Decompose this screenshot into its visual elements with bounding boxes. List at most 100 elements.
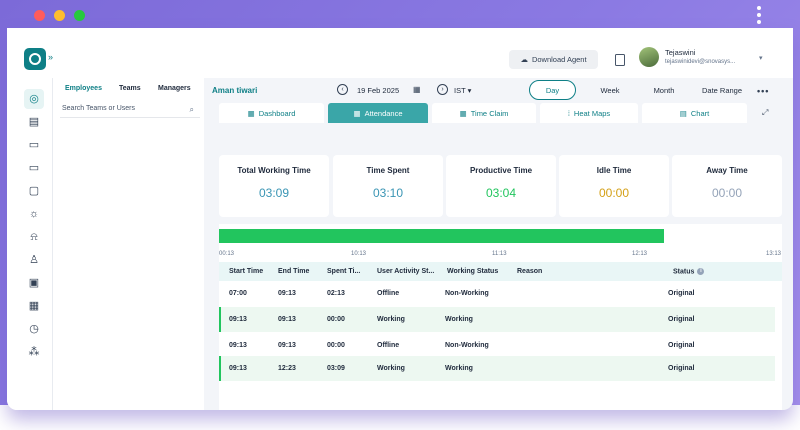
next-date-button[interactable]: ›: [437, 84, 448, 95]
stat-value: 03:04: [485, 186, 517, 200]
tab-chart-label: Chart: [690, 108, 710, 118]
cell-spent-time: 02:13: [327, 290, 345, 297]
tab-attendance-label: Attendance: [364, 108, 403, 118]
column-reason[interactable]: Reason: [517, 268, 543, 275]
user-icon[interactable]: ♙: [29, 254, 39, 266]
column-user-activity[interactable]: User Activity St...: [377, 268, 435, 275]
cell-start-time: 09:13: [229, 316, 247, 323]
column-status[interactable]: Status i: [673, 268, 705, 276]
top-bar: » ☁ Download Agent Tejaswini tejaswinide…: [7, 28, 793, 78]
cell-start-time: 07:00: [229, 290, 247, 297]
timezone-value: IST: [454, 86, 466, 95]
window-menu-icon[interactable]: [755, 4, 763, 26]
table-row[interactable]: 09:13 09:13 00:00 Offline Non-Working Or…: [219, 333, 775, 358]
search-placeholder: Search Teams or Users: [62, 105, 136, 112]
rail-active-highlight: [24, 89, 44, 109]
cell-user-activity: Working: [377, 365, 405, 372]
tab-employees[interactable]: Employees: [65, 85, 102, 92]
tab-dashboard[interactable]: ▦ Dashboard: [219, 103, 324, 123]
cell-status: Original: [668, 316, 695, 323]
alarm-icon[interactable]: ⍾: [30, 231, 38, 243]
stat-card: Total Working Time 03:09: [219, 155, 329, 217]
heatmap-icon: ⁞: [567, 108, 570, 118]
cell-end-time: 12:23: [278, 365, 296, 372]
app-window: » ☁ Download Agent Tejaswini tejaswinide…: [7, 28, 793, 410]
column-spent-time[interactable]: Spent Ti...: [327, 268, 361, 275]
cell-spent-time: 00:00: [327, 342, 345, 349]
column-start-time[interactable]: Start Time: [229, 268, 264, 275]
cell-working-status: Non-Working: [445, 342, 489, 349]
stat-value: 00:00: [598, 186, 630, 200]
info-icon[interactable]: i: [697, 268, 705, 275]
stat-value: 00:00: [711, 186, 743, 200]
range-week[interactable]: Week: [600, 85, 620, 95]
expand-icon[interactable]: ⤢: [762, 108, 769, 117]
tab-teams[interactable]: Teams: [119, 85, 141, 92]
cell-user-activity: Offline: [377, 290, 400, 297]
column-status-label: Status: [673, 268, 695, 276]
search-icon[interactable]: ⌕: [189, 105, 194, 114]
range-day[interactable]: Day: [529, 80, 576, 100]
stat-value: 03:09: [258, 186, 290, 200]
target-icon[interactable]: ◎: [29, 93, 39, 105]
tab-managers[interactable]: Managers: [158, 85, 191, 92]
date-field[interactable]: 19 Feb 2025: [357, 86, 400, 95]
more-options-icon[interactable]: •••: [757, 86, 770, 96]
window-maximize-dot[interactable]: [74, 10, 85, 21]
window-minimize-dot[interactable]: [54, 10, 65, 21]
timezone-select[interactable]: IST ▾: [454, 86, 472, 95]
cell-working-status: Working: [445, 316, 473, 323]
range-month[interactable]: Month: [653, 85, 675, 95]
timeline-tick: 13:13: [766, 251, 782, 257]
expand-sidebar-icon[interactable]: »: [48, 52, 54, 62]
main-content: Aman tiwari ‹ 19 Feb 2025 ▦ › IST ▾ Day …: [207, 78, 793, 410]
avatar[interactable]: [639, 47, 659, 67]
table-row[interactable]: 09:13 12:23 03:09 Working Working Origin…: [219, 356, 775, 381]
tab-attendance[interactable]: ▦ Attendance: [328, 103, 428, 123]
cell-working-status: Non-Working: [445, 290, 489, 297]
cell-user-activity: Offline: [377, 342, 400, 349]
table-row[interactable]: 09:13 09:13 00:00 Working Working Origin…: [219, 307, 775, 332]
table-row[interactable]: 07:00 09:13 02:13 Offline Non-Working Or…: [219, 281, 775, 306]
window-close-dot[interactable]: [34, 10, 45, 21]
calendar-icon[interactable]: ▦: [28, 300, 40, 312]
monitor-icon[interactable]: ▭: [28, 162, 40, 174]
org-chart-icon[interactable]: ⁂: [28, 346, 40, 358]
column-working-status[interactable]: Working Status: [447, 268, 499, 275]
chevron-down-icon[interactable]: ▾: [759, 55, 763, 62]
ticket-icon[interactable]: ▭: [28, 139, 40, 151]
tab-heat-maps[interactable]: ⁞ Heat Maps: [540, 103, 638, 123]
report-icon[interactable]: ▤: [28, 116, 40, 128]
stat-label: Total Working Time: [237, 166, 311, 175]
range-date-range[interactable]: Date Range: [701, 85, 743, 95]
bulb-icon[interactable]: ☼: [28, 208, 40, 220]
tab-time-claim[interactable]: ▦ Time Claim: [432, 103, 536, 123]
cell-working-status: Working: [445, 365, 473, 372]
calendar-icon[interactable]: ▦: [413, 85, 421, 94]
user-name: Tejaswini: [665, 48, 696, 57]
prev-date-button[interactable]: ‹: [337, 84, 348, 95]
activity-table: Start Time End Time Spent Ti... User Act…: [219, 262, 782, 410]
calendar-icon: ▦: [353, 108, 361, 118]
tab-chart[interactable]: ▤ Chart: [642, 103, 747, 123]
search-input[interactable]: Search Teams or Users ⌕: [60, 102, 200, 118]
app-logo[interactable]: [24, 48, 46, 70]
cell-user-activity: Working: [377, 316, 405, 323]
timeline-tick: 10:13: [351, 251, 367, 257]
tab-heat-maps-label: Heat Maps: [573, 108, 611, 118]
calendar-icon: ▦: [459, 108, 467, 118]
employee-name[interactable]: Aman tiwari: [212, 86, 258, 95]
stat-value: 03:10: [372, 186, 404, 200]
document-icon[interactable]: [615, 54, 625, 66]
download-agent-button[interactable]: ☁ Download Agent: [509, 50, 598, 69]
cloud-download-icon: ☁: [520, 55, 528, 64]
icon-rail: ◎ ▤ ▭ ▭ ▢ ☼ ⍾ ♙ ▣ ▦ ◷ ⁂: [7, 78, 52, 410]
cell-status: Original: [668, 365, 695, 372]
tv-icon[interactable]: ▢: [28, 185, 40, 197]
timeline-tick: 00:13: [219, 251, 235, 257]
column-end-time[interactable]: End Time: [278, 268, 310, 275]
user-email: tejaswinidevi@snovasys...: [665, 59, 736, 65]
briefcase-icon[interactable]: ▣: [28, 277, 40, 289]
stat-card: Idle Time 00:00: [559, 155, 669, 217]
clock-icon[interactable]: ◷: [29, 323, 39, 335]
